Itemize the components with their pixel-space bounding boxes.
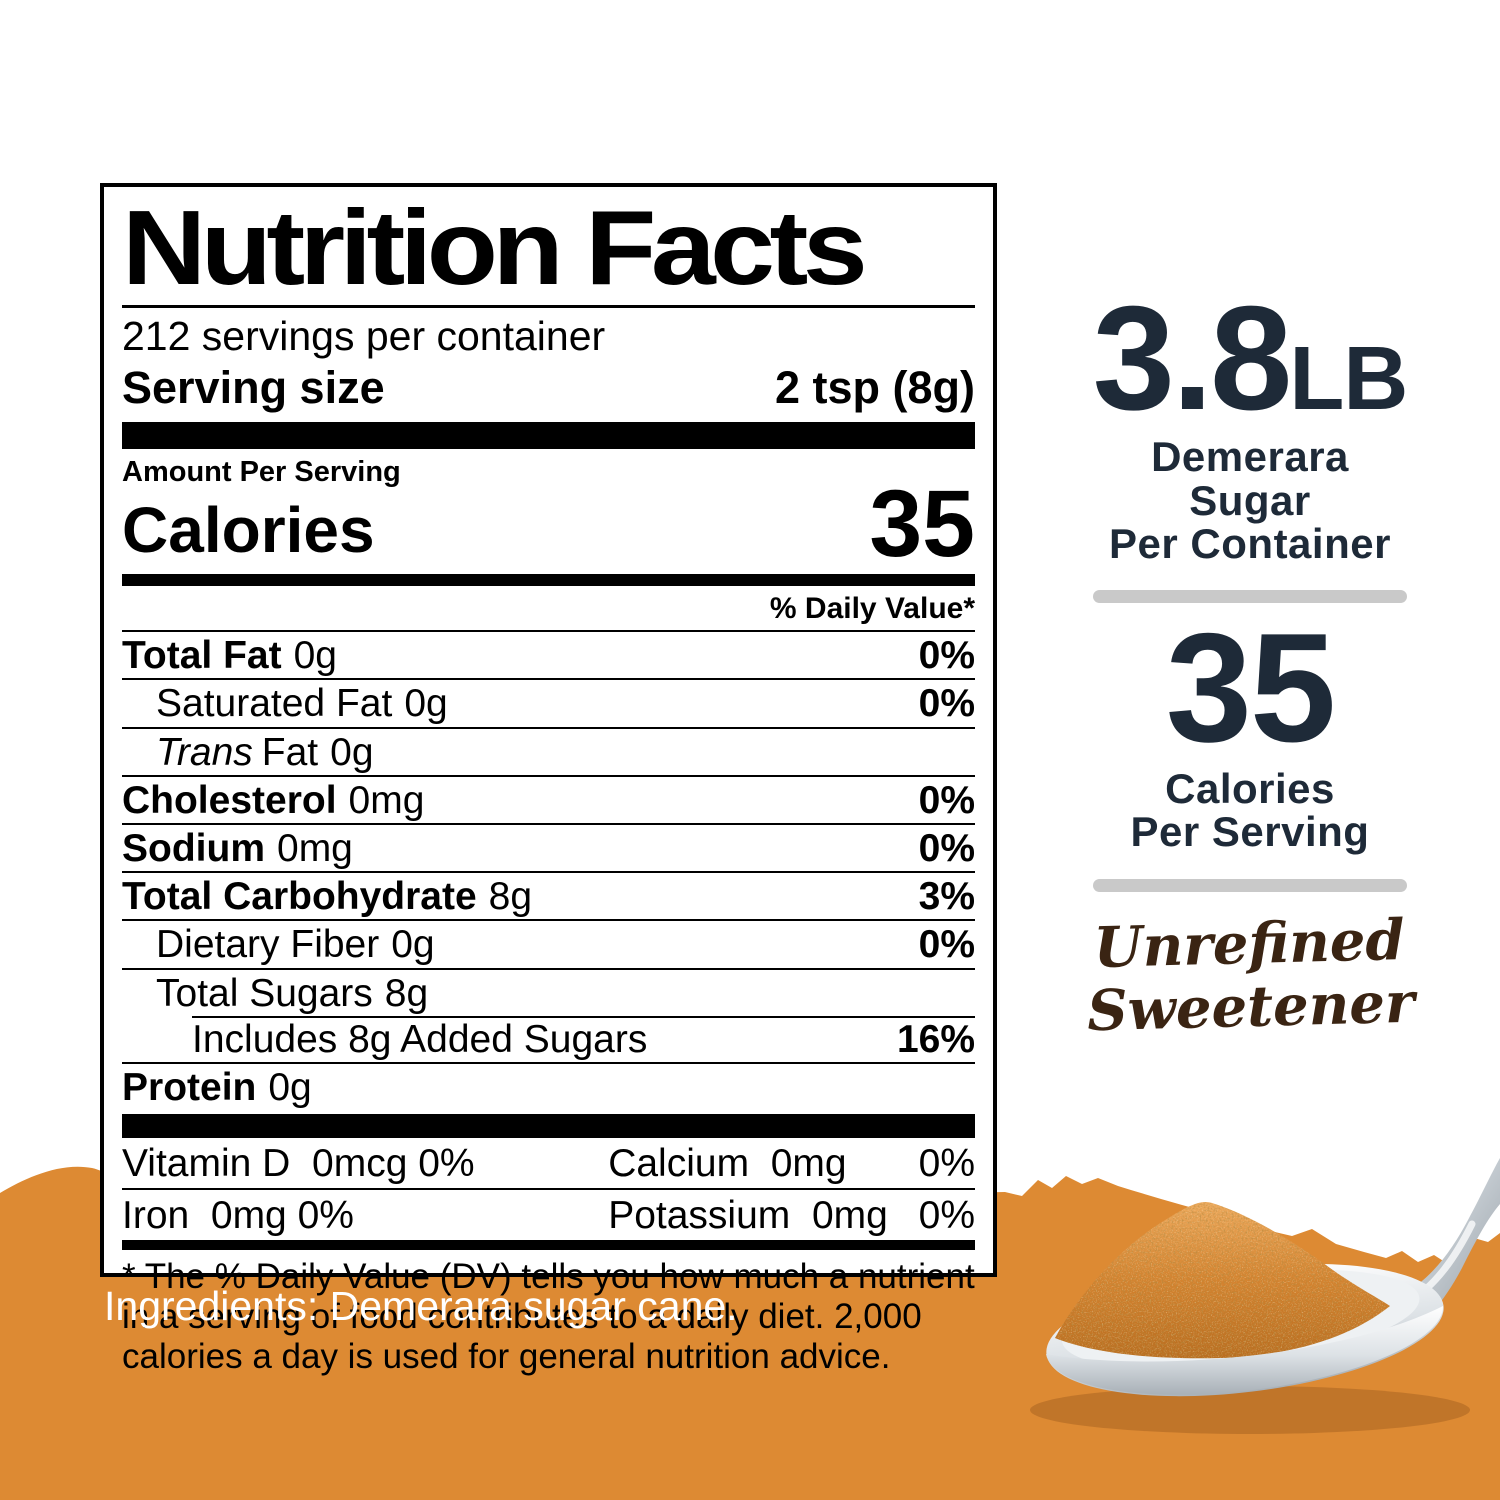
calories-row: Calories 35 bbox=[122, 470, 975, 577]
tagline-unrefined-sweetener: Unrefined Sweetener bbox=[1086, 906, 1416, 1044]
nutrient-name: Total Carbohydrate bbox=[122, 875, 477, 919]
nutrient-name: Total Sugars bbox=[156, 971, 373, 1015]
thick-divider-bar bbox=[122, 421, 975, 449]
nutrient-name: Protein bbox=[122, 1066, 257, 1110]
nutrient-amount: 0g bbox=[330, 730, 374, 774]
weight-unit: LB bbox=[1289, 329, 1408, 429]
serving-size-label: Serving size bbox=[122, 361, 385, 413]
micronutrient-row-2: Iron 0mg 0% Potassium 0mg 0% bbox=[122, 1188, 975, 1240]
nutrient-row-total-sugars: Total Sugars 8g bbox=[122, 967, 975, 1016]
calories-label: Calories bbox=[122, 494, 375, 567]
nutrient-amount: 0g bbox=[268, 1066, 312, 1110]
nutrient-name: Saturated Fat bbox=[156, 682, 393, 726]
nutrient-name: Cholesterol bbox=[122, 778, 337, 822]
micronutrient-vitamin-d: Vitamin D 0mcg 0% bbox=[122, 1142, 475, 1186]
thick-divider-bar bbox=[122, 1114, 975, 1139]
spoon-shadow bbox=[1030, 1386, 1470, 1434]
nutrient-name: Total Fat bbox=[122, 634, 282, 678]
servings-per-container: 212 servings per container bbox=[122, 312, 606, 359]
nutrient-row-dietary-fiber: Dietary Fiber 0g 0% bbox=[122, 919, 975, 967]
nutrient-dv: 3% bbox=[918, 875, 975, 919]
micronutrient-potassium: Potassium 0mg 0% bbox=[608, 1194, 975, 1238]
divider-line bbox=[1093, 590, 1407, 604]
calories-caption: Calories Per Serving bbox=[1130, 765, 1370, 856]
nutrient-row-total-carbohydrate: Total Carbohydrate 8g 3% bbox=[122, 871, 975, 919]
nutrient-row-trans-fat: Trans Fat 0g bbox=[122, 726, 975, 775]
weight-value: 3.8 bbox=[1092, 276, 1293, 441]
weight-caption: Demerara Sugar Per Container bbox=[1109, 433, 1391, 567]
micronutrient-row-1: Vitamin D 0mcg 0% Calcium 0mg 0% bbox=[122, 1138, 975, 1188]
nutrient-row-added-sugars: Includes 8g Added Sugars 16% bbox=[122, 1015, 975, 1062]
nfp-title: Nutrition Facts bbox=[122, 189, 868, 307]
nutrient-name: Includes 8g Added Sugars bbox=[192, 1017, 648, 1061]
medium-divider-bar bbox=[122, 1240, 975, 1251]
nutrient-dv: 16% bbox=[896, 1017, 975, 1061]
spoon-bowl-front-rim bbox=[1046, 1306, 1444, 1395]
container-weight: 3.8LB bbox=[1058, 285, 1442, 433]
nutrient-row-protein: Protein 0g bbox=[122, 1062, 975, 1110]
nutrient-dv: 0% bbox=[918, 923, 975, 967]
nutrient-amount: 0g bbox=[293, 634, 337, 678]
nutrient-row-cholesterol: Cholesterol 0mg 0% bbox=[122, 774, 975, 823]
nutrient-amount: 0g bbox=[404, 682, 448, 726]
side-panel: 3.8LB Demerara Sugar Per Container 35 Ca… bbox=[1058, 285, 1442, 1044]
nutrient-amount: 8g bbox=[488, 875, 533, 919]
medium-divider-bar bbox=[122, 574, 975, 587]
nutrition-facts-panel: Nutrition Facts 212 servings per contain… bbox=[100, 183, 997, 1376]
serving-size-row: Serving size 2 tsp (8g) bbox=[122, 359, 975, 422]
nutrient-dv: 0% bbox=[918, 778, 975, 822]
nutrient-name: Sodium bbox=[122, 827, 265, 870]
calories-value: 35 bbox=[869, 470, 975, 577]
micronutrient-iron: Iron 0mg 0% bbox=[122, 1194, 354, 1238]
nutrient-name: Dietary Fiber bbox=[156, 923, 380, 967]
nutrient-dv: 0% bbox=[918, 827, 975, 870]
nutrient-amount: 0mg bbox=[277, 827, 353, 870]
micronutrient-calcium: Calcium 0mg 0% bbox=[608, 1142, 975, 1186]
nutrient-amount: 8g bbox=[384, 971, 429, 1015]
daily-value-header: % Daily Value* bbox=[769, 592, 975, 626]
nutrient-name: Trans Fat bbox=[156, 730, 319, 774]
trans-italic: Trans bbox=[156, 730, 253, 774]
divider-line bbox=[1093, 878, 1407, 892]
nutrient-row-saturated-fat: Saturated Fat 0g 0% bbox=[122, 678, 975, 726]
nutrient-dv: 0% bbox=[918, 682, 975, 726]
serving-size-value: 2 tsp (8g) bbox=[774, 361, 975, 413]
nutrient-row-sodium: Sodium 0mg 0% bbox=[122, 823, 975, 871]
amount-per-serving-label: Amount Per Serving bbox=[122, 455, 401, 488]
title-rule bbox=[122, 304, 975, 308]
nutrient-row-total-fat: Total Fat 0g 0% bbox=[122, 630, 975, 678]
nutrient-dv: 0% bbox=[918, 634, 975, 678]
calories-per-serving-value: 35 bbox=[1165, 601, 1336, 775]
daily-value-footnote: * The % Daily Value (DV) tells you how m… bbox=[122, 1257, 975, 1377]
ingredients-line: Ingredients: Demerara sugar cane. bbox=[104, 1283, 738, 1329]
nutrient-amount: 0mg bbox=[348, 778, 425, 822]
nutrient-amount: 0g bbox=[391, 923, 435, 967]
